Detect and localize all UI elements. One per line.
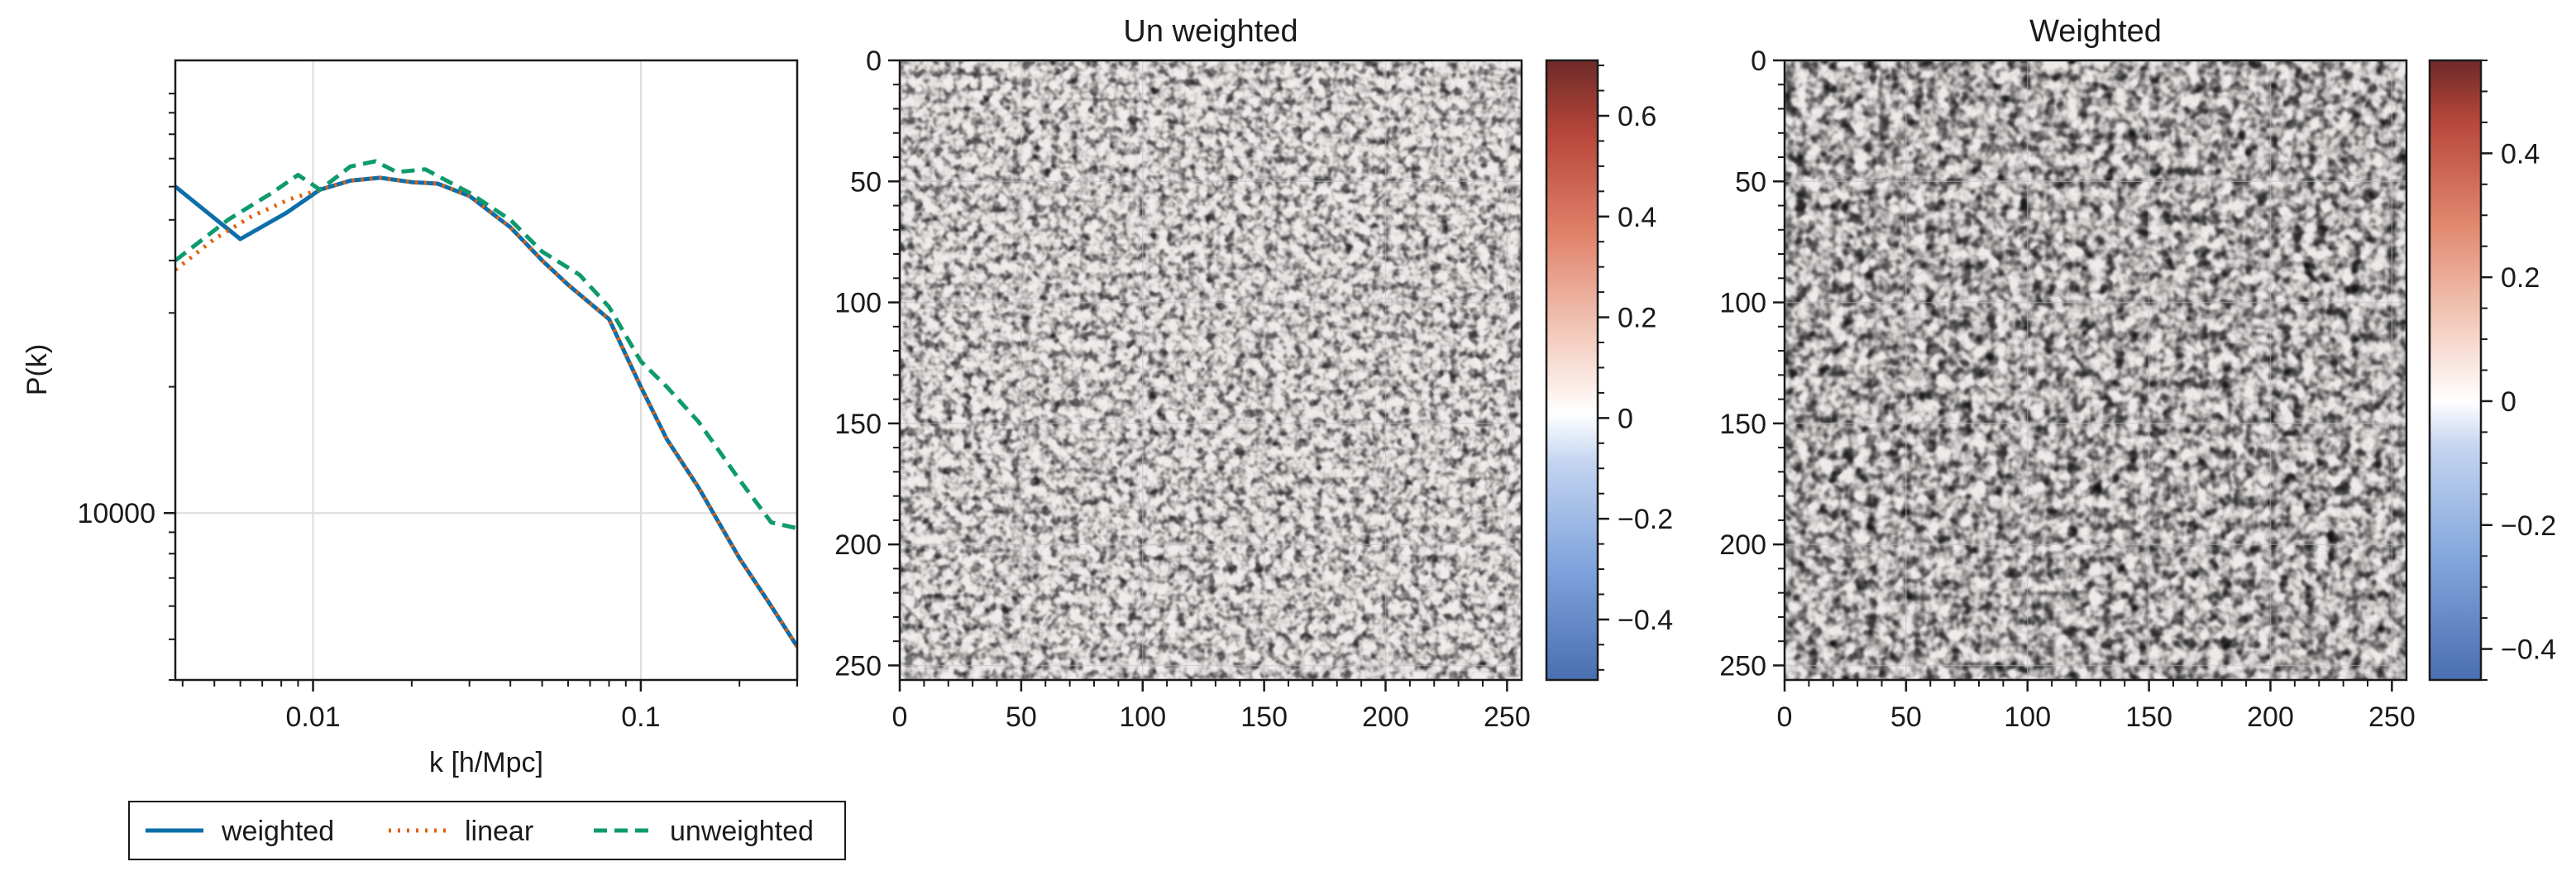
legend-label-weighted: weighted [221, 816, 334, 847]
colorbar: 0.6 0.4 0.2 0 −0.2 −0.4 [1545, 59, 1673, 682]
series-lines [175, 159, 797, 649]
colorbar-tick-label: −0.2 [1618, 504, 1673, 535]
heatmap-image [900, 60, 1522, 680]
x-tick-label: 0.01 [285, 701, 340, 733]
colorbar-tick-label: −0.4 [1618, 605, 1673, 636]
x-tick-label: 150 [1240, 701, 1288, 733]
heatmap-frame [898, 59, 1523, 682]
x-tick-label: 150 [2125, 701, 2172, 733]
y-tick-label: 250 [1719, 650, 1766, 682]
legend-label-unweighted: unweighted [670, 816, 814, 847]
colorbar-ticks: 0.6 0.4 0.2 0 −0.2 −0.4 [1598, 65, 1673, 671]
x-tick-label: 200 [1362, 701, 1409, 733]
series-line-unweighted [175, 159, 797, 531]
colorbar-tick-label: −0.4 [2501, 634, 2556, 666]
power-spectrum-panel: 0.01 0.1 10000 k [h/Mpc] P(k) weighted lin… [22, 59, 846, 860]
legend: weighted linear unweighted [128, 801, 846, 860]
x-tick-label: 100 [1119, 701, 1166, 733]
heatmap-axis-ticks: 0 50 100 150 200 250 0 50 100 150 200 250 [1719, 45, 2415, 733]
heatmap-title: Un weighted [1123, 14, 1298, 49]
colorbar-tick-label: −0.2 [2501, 510, 2556, 542]
x-tick-label: 100 [2004, 701, 2051, 733]
colorbar-tick-label: 0.2 [1618, 303, 1656, 334]
y-tick-label: 150 [834, 409, 882, 440]
colorbar-tick-label: 0.4 [2501, 138, 2540, 170]
colorbar-tick-label: 0 [2501, 386, 2516, 418]
y-tick-label: 200 [1719, 529, 1766, 561]
colorbar: 0.4 0.2 0 −0.2 −0.4 [2428, 59, 2556, 682]
colorbar-gradient [1545, 59, 1599, 682]
y-tick-label: 150 [1719, 409, 1766, 440]
x-tick-label: 0 [892, 701, 908, 733]
colorbar-gradient [2428, 59, 2483, 682]
y-tick-label: 200 [834, 529, 882, 561]
colorbar-tick-label: 0 [1618, 403, 1633, 434]
x-tick-label: 250 [2368, 701, 2416, 733]
plot-area [175, 60, 797, 680]
x-axis-label: k [h/Mpc] [429, 747, 543, 778]
legend-frame [128, 801, 846, 860]
colorbar-tick-label: 0.2 [2501, 262, 2540, 294]
y-tick-label: 50 [1735, 166, 1766, 198]
x-tick-label: 200 [2247, 701, 2294, 733]
series-line-linear [175, 175, 797, 649]
x-tick-label: 50 [1006, 701, 1037, 733]
gridlines [175, 60, 797, 680]
colorbar-tick-label: 0.6 [1618, 101, 1656, 132]
y-tick-label: 250 [834, 650, 882, 682]
heatmap-image [1785, 60, 2406, 680]
heatmap-title: Weighted [2029, 14, 2162, 49]
unweighted-heatmap-panel: Un weighted 0 50 100 150 200 250 0 50 100 150 200 2… [834, 14, 1673, 733]
x-tick-label: 250 [1484, 701, 1531, 733]
legend-label-linear: linear [465, 816, 533, 847]
y-tick-label: 50 [850, 166, 882, 198]
y-tick-label: 10000 [77, 498, 155, 529]
colorbar-tick-label: 0.4 [1618, 202, 1656, 233]
axis-ticks: 0.01 0.1 10000 [77, 93, 798, 733]
y-axis-label: P(k) [22, 344, 53, 395]
heatmap-frame [1783, 59, 2408, 682]
y-tick-label: 100 [1719, 288, 1766, 319]
weighted-heatmap-panel: Weighted 0 50 100 150 200 250050100150200250 … [1719, 14, 2556, 733]
x-tick-label: 0.1 [621, 701, 660, 733]
plot-frame [174, 59, 799, 682]
y-tick-label: 0 [866, 45, 882, 77]
colorbar-ticks: 0.4 0.2 0 −0.2 −0.4 [2481, 60, 2556, 681]
x-tick-label: 0 [1777, 701, 1793, 733]
y-tick-label: 100 [834, 288, 882, 319]
y-tick-label: 0 [1751, 45, 1766, 77]
x-tick-label: 50 [1890, 701, 1922, 733]
heatmap-axis-ticks: 0 50 100 150 200 250 0 50 100 150 200 250 [834, 45, 1530, 733]
